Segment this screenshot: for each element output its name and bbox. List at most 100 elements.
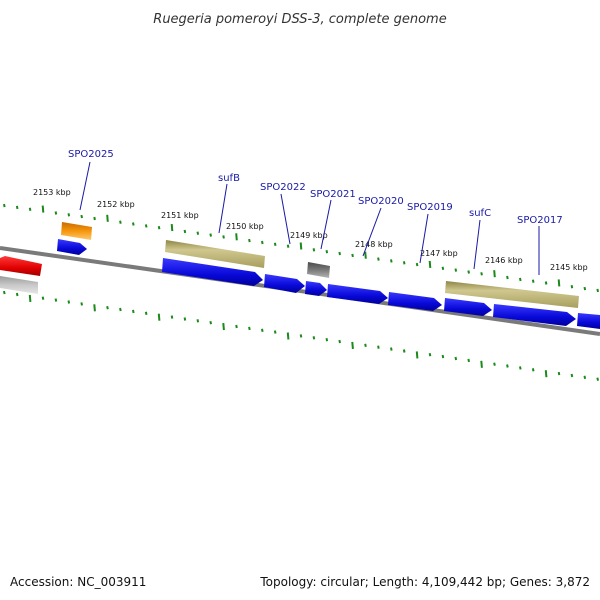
ruler-minor-tick xyxy=(441,354,445,359)
tick-label: 2151 kbp xyxy=(161,211,199,220)
ruler-minor-tick xyxy=(570,373,574,378)
ruler-minor-tick xyxy=(312,248,316,252)
ruler-minor-tick xyxy=(402,261,406,265)
ruler-minor-tick xyxy=(196,319,200,323)
ruler-minor-tick xyxy=(377,257,380,261)
tick-label: 2148 kbp xyxy=(355,240,393,249)
ruler-minor-tick xyxy=(28,207,32,211)
ruler-minor-tick xyxy=(338,339,341,344)
ruler-minor-tick xyxy=(157,226,161,230)
ruler-minor-tick xyxy=(273,242,277,246)
orange-feature[interactable] xyxy=(61,222,92,240)
topology-text: Topology: circular; Length: 4,109,442 bp… xyxy=(259,575,590,589)
ruler-minor-tick xyxy=(312,336,316,340)
leader-line-spo2019 xyxy=(419,213,429,264)
ruler-minor-tick xyxy=(144,311,148,315)
gene-arrow-spo2021[interactable] xyxy=(305,281,327,296)
domain-feature-sufb[interactable] xyxy=(165,240,265,268)
ruler-major-tick xyxy=(28,294,32,302)
ruler-minor-tick xyxy=(583,286,587,291)
ruler-minor-tick xyxy=(519,277,522,282)
ruler-minor-tick xyxy=(80,302,83,306)
ruler-major-tick xyxy=(235,233,238,241)
ruler-minor-tick xyxy=(93,216,96,221)
ruler-minor-tick xyxy=(80,214,83,219)
ruler-major-tick xyxy=(157,313,161,321)
ruler-major-tick xyxy=(364,251,367,259)
gene-label-spo2017[interactable]: SPO2017 xyxy=(517,215,563,226)
gene-arrow-sufc[interactable] xyxy=(444,298,492,316)
gene-label-spo2022[interactable]: SPO2022 xyxy=(260,182,306,193)
ruler-minor-tick xyxy=(570,285,574,289)
gene-arrow-sufb[interactable] xyxy=(162,258,263,286)
ruler-minor-tick xyxy=(402,349,406,353)
ruler-major-tick xyxy=(286,332,290,340)
ruler-minor-tick xyxy=(351,253,354,258)
gene-label-spo2025[interactable]: SPO2025 xyxy=(68,149,114,160)
ruler-minor-tick xyxy=(390,347,393,351)
ruler-minor-tick xyxy=(183,229,187,234)
ruler-minor-tick xyxy=(15,205,19,210)
gene-arrow-spo2019[interactable] xyxy=(388,292,442,311)
gene-label-spo2019[interactable]: SPO2019 xyxy=(407,202,453,213)
genome-backbone xyxy=(0,246,600,336)
ruler-minor-tick xyxy=(106,306,109,310)
ruler-minor-tick xyxy=(248,326,251,331)
gene-arrow-spo2020[interactable] xyxy=(327,284,388,304)
gene-arrow-spo2022[interactable] xyxy=(264,274,305,293)
ruler-minor-tick xyxy=(3,203,6,208)
ruler-minor-tick xyxy=(441,266,445,270)
ruler-minor-tick xyxy=(493,362,496,366)
tick-label: 2147 kbp xyxy=(420,249,458,258)
ruler-major-tick xyxy=(41,205,45,213)
ruler-major-tick xyxy=(106,214,109,222)
ruler-minor-tick xyxy=(3,290,6,295)
ruler-major-tick xyxy=(544,370,548,378)
ruler-major-tick xyxy=(415,351,419,359)
ruler-major-tick xyxy=(557,279,561,287)
gene-label-spo2021[interactable]: SPO2021 xyxy=(310,189,356,200)
ruler-major-tick xyxy=(222,323,225,331)
ruler-major-tick xyxy=(93,304,96,312)
ruler-tick-labels: 2153 kbp 2152 kbp 2151 kbp 2150 kbp 2149… xyxy=(33,188,588,272)
ruler-minor-tick xyxy=(454,268,458,272)
ruler-minor-tick xyxy=(325,338,329,342)
ruler-minor-tick xyxy=(596,288,599,293)
ruler-minor-tick xyxy=(531,279,535,283)
leader-line-sufb xyxy=(218,183,228,234)
gene-label-sufb[interactable]: sufB xyxy=(218,173,240,184)
ruler-minor-tick xyxy=(183,317,187,321)
map-title: Ruegeria pomeroyi DSS-3, complete genome xyxy=(153,12,446,27)
leader-line-spo2022 xyxy=(280,193,291,245)
gene-label-spo2020[interactable]: SPO2020 xyxy=(358,196,404,207)
ruler-minor-tick xyxy=(467,358,470,363)
domain-feature-sufc[interactable] xyxy=(445,281,579,308)
gene-arrow-spo2025[interactable] xyxy=(57,239,87,255)
ruler-minor-tick xyxy=(557,371,561,376)
tick-label: 2146 kbp xyxy=(485,256,523,265)
ruler-major-tick xyxy=(299,242,303,250)
ruler-minor-tick xyxy=(480,272,483,276)
ruler-minor-tick xyxy=(519,366,522,370)
ruler-major-tick xyxy=(493,270,496,278)
ruler-major-tick xyxy=(480,360,483,368)
ruler-minor-tick xyxy=(67,213,71,217)
light-gray-feature[interactable] xyxy=(0,276,38,294)
gray-feature-spo2021[interactable] xyxy=(307,262,330,278)
ruler-minor-tick xyxy=(54,211,58,215)
inner-ruler xyxy=(3,290,599,381)
red-feature[interactable] xyxy=(0,256,42,276)
ruler-minor-tick xyxy=(132,309,135,314)
ruler-minor-tick xyxy=(325,250,329,254)
gene-label-sufc[interactable]: sufC xyxy=(469,208,491,219)
accession-text: Accession: NC_003911 xyxy=(10,575,146,589)
ruler-major-tick xyxy=(170,224,174,232)
ruler-minor-tick xyxy=(132,222,135,226)
gene-arrow-spo2017[interactable] xyxy=(493,304,576,326)
ruler-minor-tick xyxy=(364,343,367,347)
leader-line-sufc xyxy=(473,219,481,270)
gene-arrow-partial[interactable] xyxy=(577,313,600,329)
leader-line-spo2021 xyxy=(320,199,332,250)
ruler-minor-tick xyxy=(248,238,251,243)
